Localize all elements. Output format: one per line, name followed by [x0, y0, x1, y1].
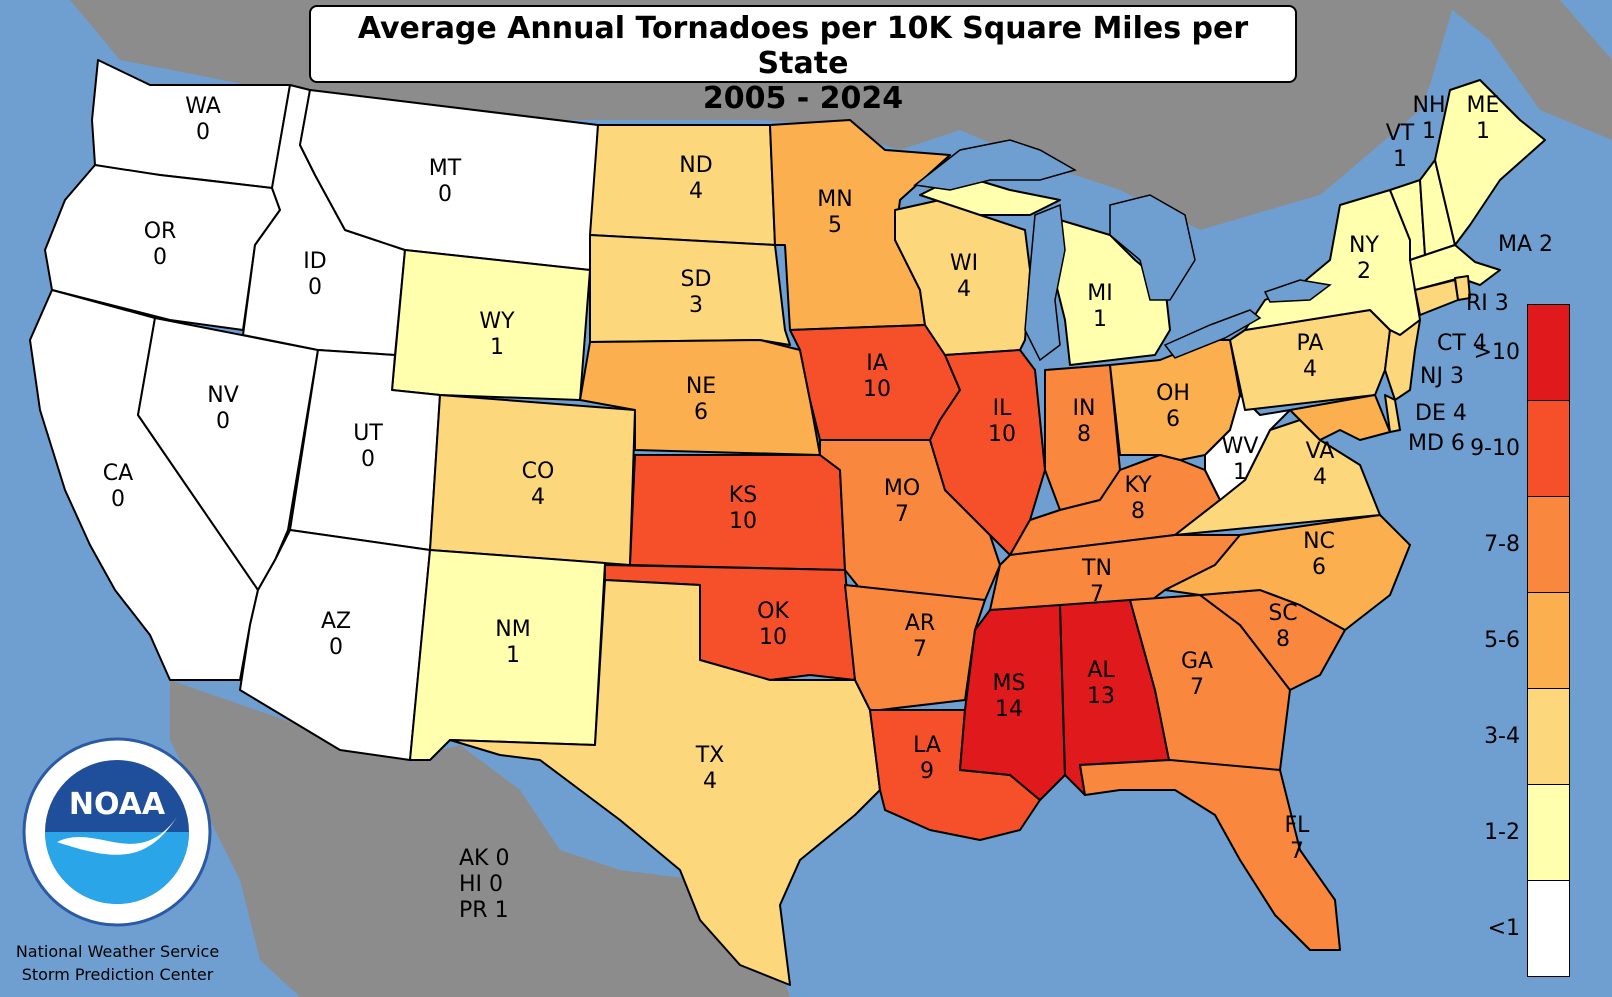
- state-AR: [844, 584, 986, 711]
- state-label-RI: RI 3: [1466, 291, 1509, 316]
- legend-label: 3-4: [1484, 724, 1520, 749]
- territory-AK: AK 0: [459, 846, 510, 871]
- state-label-TX: TX 4: [695, 743, 725, 794]
- legend-swatch: [1527, 592, 1570, 689]
- state-label-KY: KY 8: [1124, 473, 1152, 524]
- territory-values: AK 0 HI 0 PR 1: [459, 846, 509, 924]
- state-IL: [929, 349, 1046, 556]
- state-label-AR: AR 7: [905, 611, 935, 662]
- legend-swatch: [1527, 688, 1570, 785]
- state-DE: [1384, 394, 1401, 433]
- state-label-GA: GA 7: [1181, 649, 1213, 700]
- credit-line-1: National Weather Service: [15, 942, 220, 961]
- lake-superior: [913, 139, 1077, 191]
- state-label-NV: NV 0: [207, 383, 239, 434]
- title-line-2: 2005 - 2024: [702, 81, 904, 116]
- state-label-VT: VT 1: [1386, 121, 1415, 172]
- legend-swatch: [1527, 880, 1570, 977]
- legend-swatch: [1527, 304, 1570, 401]
- legend-label: 1-2: [1484, 820, 1520, 845]
- noaa-logo: NOAA: [22, 737, 212, 927]
- state-label-MN: MN 5: [817, 187, 852, 238]
- state-label-FL: FL 7: [1285, 813, 1311, 864]
- state-label-NM: NM 1: [495, 617, 530, 668]
- state-NY: [1244, 189, 1421, 336]
- state-TX: [449, 579, 881, 986]
- state-label-MS: MS 14: [993, 671, 1026, 722]
- state-label-IL: IL 10: [988, 396, 1016, 447]
- credit: National Weather Service Storm Predictio…: [2, 940, 233, 986]
- state-label-NH: NH 1: [1413, 93, 1446, 144]
- state-label-CA: CA 0: [103, 461, 133, 512]
- state-label-NY: NY 2: [1349, 233, 1379, 284]
- legend-label: >10: [1473, 340, 1520, 365]
- state-label-MD: MD 6: [1408, 431, 1465, 456]
- lake-huron: [1109, 194, 1196, 301]
- baja-landmass: [170, 680, 260, 860]
- state-label-SC: SC 8: [1268, 601, 1297, 652]
- lake-ontario: [1263, 279, 1332, 303]
- state-label-NC: NC 6: [1303, 529, 1335, 580]
- mexico-landmass: [170, 680, 790, 997]
- state-label-WI: WI 4: [950, 251, 978, 302]
- noaa-logo-text: NOAA: [69, 787, 166, 822]
- state-label-CO: CO 4: [522, 459, 555, 510]
- state-label-NJ: NJ 3: [1420, 364, 1464, 389]
- state-label-TN: TN 7: [1081, 556, 1112, 607]
- state-label-WY: WY 1: [479, 309, 515, 360]
- state-label-AZ: AZ 0: [321, 609, 351, 660]
- legend: >10 9-10 7-8 5-6 3-4 1-2 <1: [1470, 304, 1572, 977]
- state-label-MI: MI 1: [1087, 281, 1112, 332]
- state-label-SD: SD 3: [681, 267, 712, 318]
- legend-swatch: [1527, 496, 1570, 593]
- state-label-PA: PA 4: [1297, 331, 1324, 382]
- state-label-WA: WA 0: [185, 94, 221, 145]
- territory-HI: HI 0: [459, 872, 504, 897]
- legend-label: 9-10: [1470, 436, 1520, 461]
- state-WV: [1204, 394, 1291, 501]
- state-NJ: [1384, 319, 1421, 401]
- lake-erie: [1163, 309, 1262, 359]
- territory-PR: PR 1: [459, 898, 509, 923]
- legend-swatch: [1527, 400, 1570, 497]
- state-NC: [1164, 514, 1411, 631]
- legend-swatch: [1527, 784, 1570, 881]
- state-label-OK: OK 10: [757, 599, 789, 650]
- state-label-ND: ND 4: [679, 153, 712, 204]
- lake-michigan: [1024, 203, 1066, 362]
- title-line-1: Average Annual Tornadoes per 10K Square …: [357, 11, 1249, 81]
- state-label-WV: WV 1: [1222, 434, 1259, 485]
- state-label-IA: IA 10: [863, 351, 891, 402]
- state-label-DE: DE 4: [1415, 401, 1467, 426]
- state-CT: [1414, 279, 1459, 316]
- state-label-ID: ID 0: [303, 249, 326, 300]
- legend-label: 5-6: [1484, 628, 1520, 653]
- state-label-MT: MT 0: [429, 156, 462, 207]
- state-label-OR: OR 0: [144, 219, 177, 270]
- credit-line-2: Storm Prediction Center: [21, 965, 214, 984]
- state-label-ME: ME 1: [1467, 93, 1500, 144]
- state-label-VA: VA 4: [1306, 439, 1335, 490]
- state-label-MO: MO 7: [884, 476, 920, 527]
- state-label-AL: AL 13: [1087, 658, 1115, 709]
- state-label-KS: KS 10: [729, 483, 757, 534]
- state-label-CT: CT 4: [1437, 331, 1487, 356]
- state-label-OH: OH 6: [1156, 381, 1190, 432]
- state-label-MA: MA 2: [1498, 232, 1553, 257]
- state-MD: [1289, 394, 1391, 441]
- state-ME: [1434, 79, 1546, 246]
- state-label-UT: UT 0: [353, 421, 383, 472]
- state-label-LA: LA 9: [913, 733, 941, 784]
- legend-label: <1: [1487, 916, 1520, 941]
- state-label-IN: IN 8: [1073, 396, 1096, 447]
- state-ND: [589, 124, 776, 246]
- state-FL: [1079, 759, 1341, 951]
- map-title: Average Annual Tornadoes per 10K Square …: [309, 5, 1297, 116]
- legend-label: 7-8: [1484, 532, 1520, 557]
- state-label-NE: NE 6: [686, 374, 716, 425]
